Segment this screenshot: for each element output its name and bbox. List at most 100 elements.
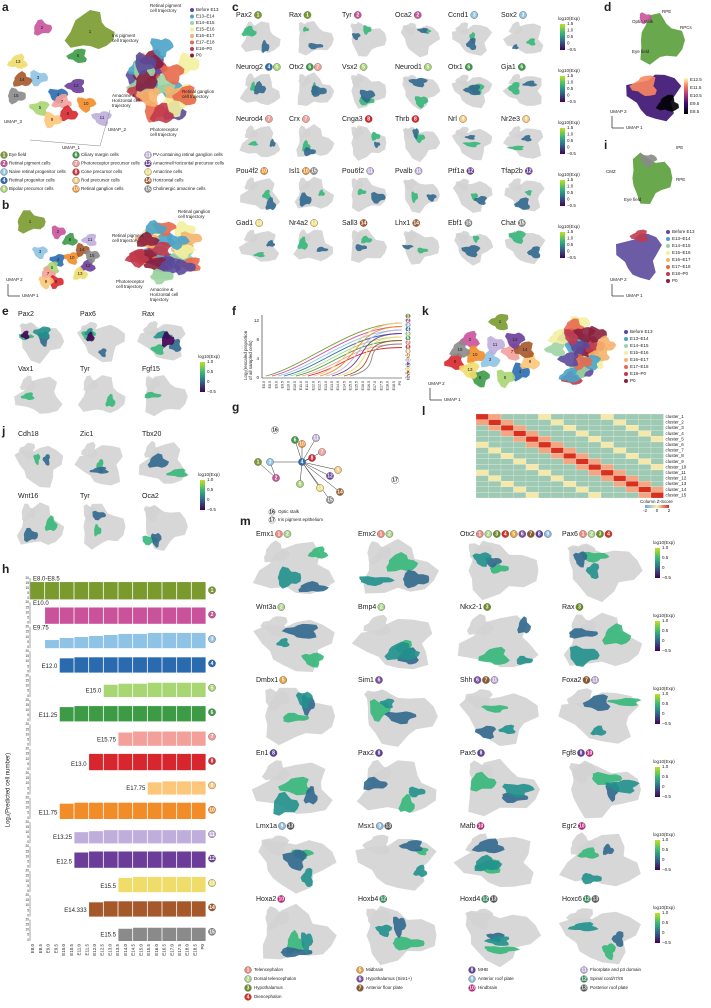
heatmap-cell — [588, 447, 602, 454]
y-tick-label: 10 — [25, 635, 29, 639]
stage-cloud — [135, 51, 157, 75]
legend-swatch — [624, 372, 628, 376]
heatmap-cell — [650, 469, 664, 476]
gene-name: Otx2 — [289, 64, 304, 71]
stage-cloud — [137, 231, 160, 247]
heatmap-cell — [650, 475, 664, 482]
row-label: E15.75 — [97, 737, 117, 743]
heatmap-cell — [625, 475, 639, 482]
legend-text: Before E13 — [196, 7, 219, 12]
axis-label: UMAP 2 — [6, 277, 23, 282]
badge — [268, 516, 276, 524]
heatmap-cell — [475, 425, 489, 431]
heatmap-cell — [575, 481, 589, 487]
scale-tick: 0.5 — [662, 701, 669, 706]
badge — [0, 168, 8, 176]
expression-patch — [569, 645, 600, 667]
heatmap-cell — [550, 492, 564, 499]
expression-patch — [602, 843, 615, 855]
expression-patch — [295, 691, 313, 709]
stage-cloud — [556, 352, 579, 367]
panel-label: a — [2, 0, 9, 14]
bar — [177, 927, 191, 941]
heatmap-cell — [513, 469, 527, 476]
legend-text: E18–P0 — [196, 46, 213, 51]
cluster-number: 8 — [454, 359, 457, 364]
heatmap-cell — [475, 436, 489, 443]
bar — [147, 607, 162, 624]
cluster-number: 1 — [29, 219, 32, 224]
heatmap-cell — [600, 486, 614, 493]
cell-cloud — [29, 101, 50, 116]
badge-number: 3 — [599, 532, 602, 538]
bar — [191, 753, 206, 771]
heatmap-cell — [625, 413, 639, 420]
scale-tick: 0 — [662, 930, 665, 935]
badge — [296, 480, 304, 488]
badge-number: 13 — [288, 824, 294, 830]
y-tick-label: 5 — [27, 713, 29, 717]
gene-name: Hoxb4 — [358, 896, 378, 903]
expression-patch — [577, 847, 600, 859]
x-tick-label: E17.0 — [373, 381, 377, 390]
gene-name: Otx1 — [448, 64, 463, 71]
umap-background — [143, 505, 160, 523]
x-tick-label: E17.5 — [379, 381, 383, 390]
legend-text: Floorplate and p3 domain — [590, 967, 642, 972]
badge — [275, 530, 283, 538]
bar — [103, 901, 118, 917]
gene-name: Nr4a2 — [289, 220, 308, 227]
umap-background — [18, 442, 36, 460]
cluster-number: 13 — [77, 271, 83, 276]
heatmap-cell — [538, 486, 552, 493]
gene-name: Zic1 — [80, 431, 93, 438]
bar — [162, 731, 177, 746]
x-tick-label: E13.0 — [324, 381, 328, 390]
heatmap-cell — [475, 475, 489, 482]
badge — [577, 822, 586, 830]
badge-number: 1 — [278, 532, 281, 538]
gene-name: Cnga3 — [342, 116, 363, 123]
badge-number: 14 — [209, 905, 215, 911]
heatmap-cell — [513, 486, 527, 493]
heatmap-cell — [538, 458, 552, 465]
badge — [385, 530, 394, 538]
legend-swatch — [624, 330, 628, 334]
badge — [375, 822, 384, 830]
badge — [375, 676, 383, 684]
panel-label: c — [232, 0, 239, 14]
badge — [260, 167, 268, 175]
expression-patch — [472, 552, 492, 567]
heatmap-cell — [600, 436, 614, 443]
badge — [272, 474, 280, 482]
x-tick-label: E14.5 — [131, 944, 136, 956]
badge — [377, 603, 386, 611]
scale-tick: −0.5 — [567, 99, 576, 104]
heatmap-cell — [538, 441, 552, 448]
color-scale — [655, 548, 660, 578]
badge-number: 13 — [405, 366, 411, 372]
x-tick-label: E11.0 — [299, 381, 303, 390]
heatmap-cell — [475, 464, 489, 471]
badge-number: 9 — [378, 824, 381, 830]
bar — [162, 876, 177, 893]
bar — [133, 802, 147, 819]
badge — [526, 530, 535, 538]
heatmap-cell — [475, 430, 489, 437]
umap-background — [265, 688, 290, 712]
trend-line — [337, 336, 403, 377]
cell-cloud — [64, 10, 115, 50]
row-label: cluster_7 — [666, 448, 685, 453]
heatmap-cell — [475, 458, 489, 465]
gene-name: Emx1 — [256, 531, 274, 538]
expression-patch — [525, 190, 532, 196]
y-tick-label: 10 — [25, 879, 29, 883]
badge-number: 5 — [359, 968, 362, 974]
umap-background — [83, 504, 99, 523]
badge-number: 1 — [211, 588, 214, 594]
bar — [89, 635, 103, 649]
scale-tick: 0 — [567, 197, 570, 202]
expression-patch — [42, 454, 50, 466]
legend-swatch — [190, 47, 194, 51]
scale-tick: 1.5 — [567, 73, 574, 78]
